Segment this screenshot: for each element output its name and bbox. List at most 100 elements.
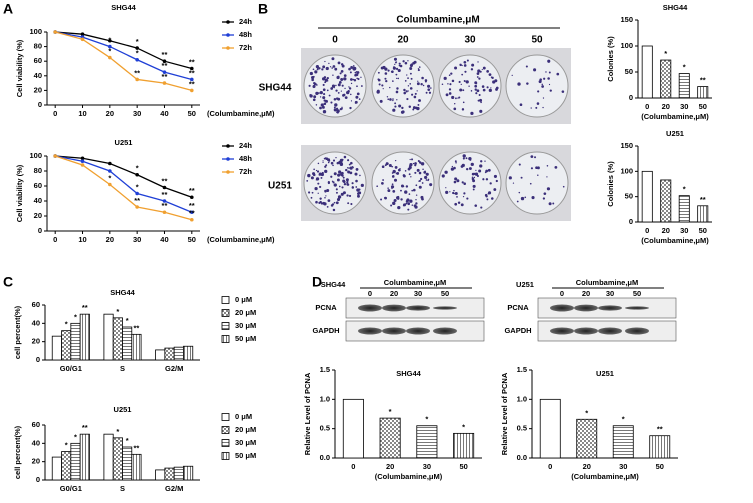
- y-tick-label: 40: [32, 438, 40, 447]
- colony-dot: [465, 80, 469, 84]
- point: [80, 163, 85, 167]
- colony-dot: [350, 93, 352, 96]
- y-tick-label: 0: [36, 355, 40, 364]
- significance: *: [389, 407, 392, 416]
- colony-dot: [341, 106, 343, 109]
- y-tick-label: 0: [629, 217, 633, 226]
- point: [190, 210, 194, 215]
- colony-dot: [325, 66, 329, 71]
- colony-dot: [387, 69, 390, 72]
- colony-dot: [468, 167, 472, 171]
- y-tick-label: 40: [32, 318, 40, 327]
- bar: [173, 346, 184, 361]
- colony-dot: [394, 105, 397, 108]
- colony-dot: [348, 67, 351, 71]
- colony-dot: [484, 171, 487, 174]
- significance: **: [82, 303, 88, 312]
- bar: [539, 398, 561, 459]
- bar: [70, 442, 81, 481]
- bar: [612, 425, 634, 459]
- x-tick-label: 30: [619, 462, 627, 471]
- x-tick-label: 40: [160, 109, 168, 118]
- point: [108, 182, 112, 187]
- x-tick-label: S: [120, 484, 125, 493]
- x-tick-label: 20: [386, 462, 394, 471]
- y-tick-label: 100: [620, 166, 633, 175]
- x-axis-label: (Columbamine,μM): [375, 472, 443, 481]
- colony-dot: [349, 106, 352, 110]
- colony-dot: [398, 62, 401, 65]
- colony-dot: [346, 194, 349, 197]
- colony-dot: [463, 80, 466, 83]
- colony-dot: [418, 171, 422, 175]
- legend-swatch: [221, 439, 230, 447]
- colony-dot: [332, 159, 335, 162]
- x-tick-label: 50: [699, 102, 707, 111]
- colony-dot: [491, 197, 494, 200]
- legend-swatch: [221, 309, 230, 317]
- colony-dot: [548, 71, 551, 74]
- significance: *: [425, 415, 428, 424]
- colony-dot: [333, 97, 337, 101]
- colony-dot: [479, 109, 483, 113]
- colony-dot: [343, 78, 346, 80]
- colony-dot: [409, 158, 411, 161]
- colony-dot: [360, 183, 364, 187]
- significance: **: [189, 201, 195, 210]
- y-axis-label: Relative Level of PCNA: [303, 372, 312, 455]
- colony-dot: [493, 188, 497, 191]
- colony-dot: [347, 159, 350, 162]
- colony-dot: [410, 63, 414, 66]
- colony-dot: [403, 88, 406, 92]
- significance: **: [134, 443, 140, 452]
- colony-dot: [332, 65, 336, 68]
- colony-dot: [457, 201, 461, 205]
- bar: [649, 435, 671, 459]
- dose-label: 0: [332, 35, 338, 46]
- colony-dot: [392, 108, 396, 112]
- colony-dot: [328, 62, 330, 65]
- colony-dot: [531, 196, 535, 200]
- colony-dot: [392, 201, 396, 206]
- colony-dot: [332, 164, 334, 167]
- bar: [641, 45, 653, 99]
- colony-dot: [390, 204, 393, 207]
- colony-dot: [318, 174, 321, 176]
- colony-dot: [536, 102, 540, 105]
- colony-dot: [410, 176, 412, 178]
- colony-dot: [384, 77, 387, 80]
- colony-dot: [542, 97, 545, 99]
- colony-dot: [519, 103, 523, 107]
- x-tick-label: 20: [106, 109, 114, 118]
- colony-dot: [382, 179, 385, 181]
- colony-dot: [465, 157, 468, 160]
- colony-dot: [548, 83, 551, 86]
- colony-dot: [493, 174, 498, 179]
- x-tick-label: 50: [699, 226, 707, 235]
- significance: *: [136, 37, 139, 46]
- colony-dot: [472, 179, 476, 183]
- colony-dot: [395, 61, 398, 63]
- y-tick-label: 0.0: [517, 453, 527, 462]
- colony-dot: [490, 87, 492, 89]
- colony-dot: [346, 167, 349, 169]
- significance: *: [462, 422, 465, 431]
- colony-dot: [414, 164, 417, 167]
- colony-dot: [397, 77, 400, 80]
- colony-dot: [508, 176, 512, 180]
- colony-dot: [409, 72, 412, 75]
- colony-dot: [403, 174, 406, 178]
- significance: *: [116, 427, 119, 436]
- colony-dot: [333, 172, 337, 176]
- y-tick-label: 1.5: [320, 365, 330, 374]
- x-tick-label: 10: [78, 235, 86, 244]
- colony-dot: [387, 98, 390, 101]
- colony-dot: [477, 89, 479, 91]
- significance: **: [700, 195, 706, 204]
- colony-dot: [395, 90, 399, 94]
- y-tick-label: 0.5: [517, 424, 527, 433]
- colony-dot: [381, 84, 384, 87]
- colony-dot: [420, 83, 423, 86]
- colony-dot: [463, 182, 466, 185]
- colony-dot: [547, 59, 551, 63]
